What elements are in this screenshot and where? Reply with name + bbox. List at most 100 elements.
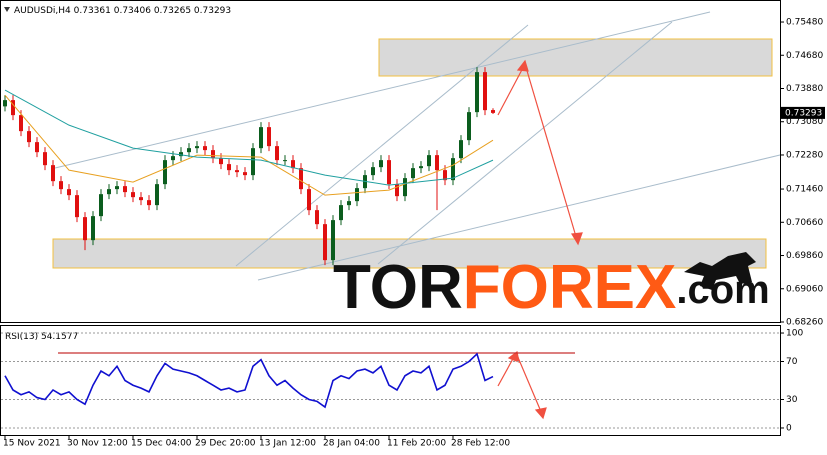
candle-body	[227, 164, 231, 171]
y-tick-label: 0.73080	[786, 117, 823, 127]
ohlc-high: 0.73406	[114, 6, 151, 16]
arrow	[497, 63, 526, 116]
candle-body	[443, 170, 447, 181]
channel-line	[257, 154, 781, 281]
candle-body	[83, 217, 87, 241]
ohlc-close: 0.73293	[194, 6, 231, 16]
symbol-icon	[4, 7, 10, 12]
channel-lines	[54, 11, 781, 281]
watermark: TORFOREX.com	[333, 253, 770, 322]
candle-body	[75, 195, 79, 218]
arrow-head	[570, 232, 583, 246]
rsi-label: RSI(13)	[5, 332, 38, 342]
rsi-line	[4, 352, 494, 409]
candle-body	[419, 166, 423, 169]
candle-body	[483, 72, 487, 111]
candle-body	[91, 216, 95, 241]
x-tick-label: 15 Nov 2021	[3, 439, 61, 449]
channel-line	[377, 21, 673, 265]
y-tick-label: 0.73880	[786, 84, 823, 94]
bull-icon	[684, 252, 756, 290]
candle-body	[403, 178, 407, 197]
y-tick-label: 0.72280	[786, 150, 823, 160]
price-plot	[3, 67, 495, 266]
candle-body	[219, 158, 223, 165]
x-tick-label: 28 Jan 04:00	[323, 439, 380, 449]
candle-body	[131, 192, 135, 198]
candle-body	[243, 172, 247, 176]
candle-body	[299, 168, 303, 190]
candle-body	[211, 150, 215, 159]
ohlc-open: 0.73361	[74, 6, 111, 16]
candle-body	[35, 142, 39, 153]
candle-body	[435, 155, 439, 171]
y-tick-label: 0.68260	[786, 318, 823, 328]
x-tick-label: 13 Jan 12:00	[259, 439, 316, 449]
ohlc-low: 0.73265	[154, 6, 191, 16]
candle-body	[147, 200, 151, 206]
candle-body	[315, 210, 319, 225]
y-tick-label: 0.69860	[786, 251, 823, 261]
candle-body	[179, 152, 183, 157]
arrow	[516, 354, 543, 415]
rsi-frame	[0, 325, 781, 436]
candle-body	[379, 160, 383, 168]
candle-body	[491, 110, 495, 113]
x-tick-label: 11 Feb 20:00	[387, 439, 446, 449]
price-tag-label: 0.73293	[785, 108, 822, 118]
arrow	[497, 354, 516, 387]
candle-body	[155, 184, 159, 206]
watermark-part: TOR	[333, 253, 463, 322]
candle-body	[387, 160, 391, 185]
x-tick-label: 28 Feb 12:00	[451, 439, 510, 449]
arrow-head	[516, 59, 529, 72]
x-tick-label: 30 Nov 12:00	[67, 439, 128, 449]
y-tick-label: 0.69060	[786, 284, 823, 294]
candle-body	[275, 146, 279, 161]
candle-body	[139, 197, 143, 201]
candle-body	[195, 146, 199, 149]
candle-body	[115, 186, 119, 190]
rsi-tick-label: 70	[786, 357, 798, 367]
candle-body	[307, 189, 311, 211]
candle-body	[43, 152, 47, 166]
rsi-last: 54.1577	[41, 332, 78, 342]
y-tick-label: 0.75480	[786, 18, 823, 28]
candle-body	[355, 188, 359, 202]
candle-body	[235, 170, 239, 173]
y-tick-label: 0.70660	[786, 218, 823, 228]
candle-body	[331, 220, 335, 261]
resistance-zone	[378, 38, 773, 77]
forecast-arrows	[58, 59, 583, 420]
x-tick-label: 29 Dec 20:00	[195, 439, 256, 449]
chart-header: AUDUSDi,H4 0.73361 0.73406 0.73265 0.732…	[14, 6, 231, 16]
arrow-head	[534, 407, 547, 420]
candle-body	[67, 189, 71, 196]
candle-body	[59, 181, 63, 190]
candle-body	[339, 205, 343, 221]
candle-body	[467, 112, 471, 141]
candle-body	[291, 160, 295, 169]
candle-body	[19, 115, 23, 132]
candle-body	[451, 158, 455, 181]
candle-body	[107, 189, 111, 195]
candle-body	[395, 184, 399, 197]
watermark-part: FOREX	[463, 253, 677, 322]
chart-title: AUDUSDi,H4	[14, 6, 71, 16]
candle-body	[267, 127, 271, 147]
candle-body	[427, 155, 431, 167]
candle-body	[323, 224, 327, 261]
price-frame	[0, 0, 781, 323]
channel-line	[54, 11, 711, 169]
candle-body	[163, 160, 167, 185]
x-tick-label: 15 Dec 04:00	[131, 439, 192, 449]
candle-body	[123, 186, 127, 193]
candle-body	[203, 146, 207, 151]
candle-body	[3, 100, 7, 107]
y-tick-label: 0.74680	[786, 51, 823, 61]
candle-body	[11, 100, 15, 116]
price-tag	[781, 106, 825, 119]
candle-body	[51, 165, 55, 182]
candle-body	[459, 140, 463, 159]
